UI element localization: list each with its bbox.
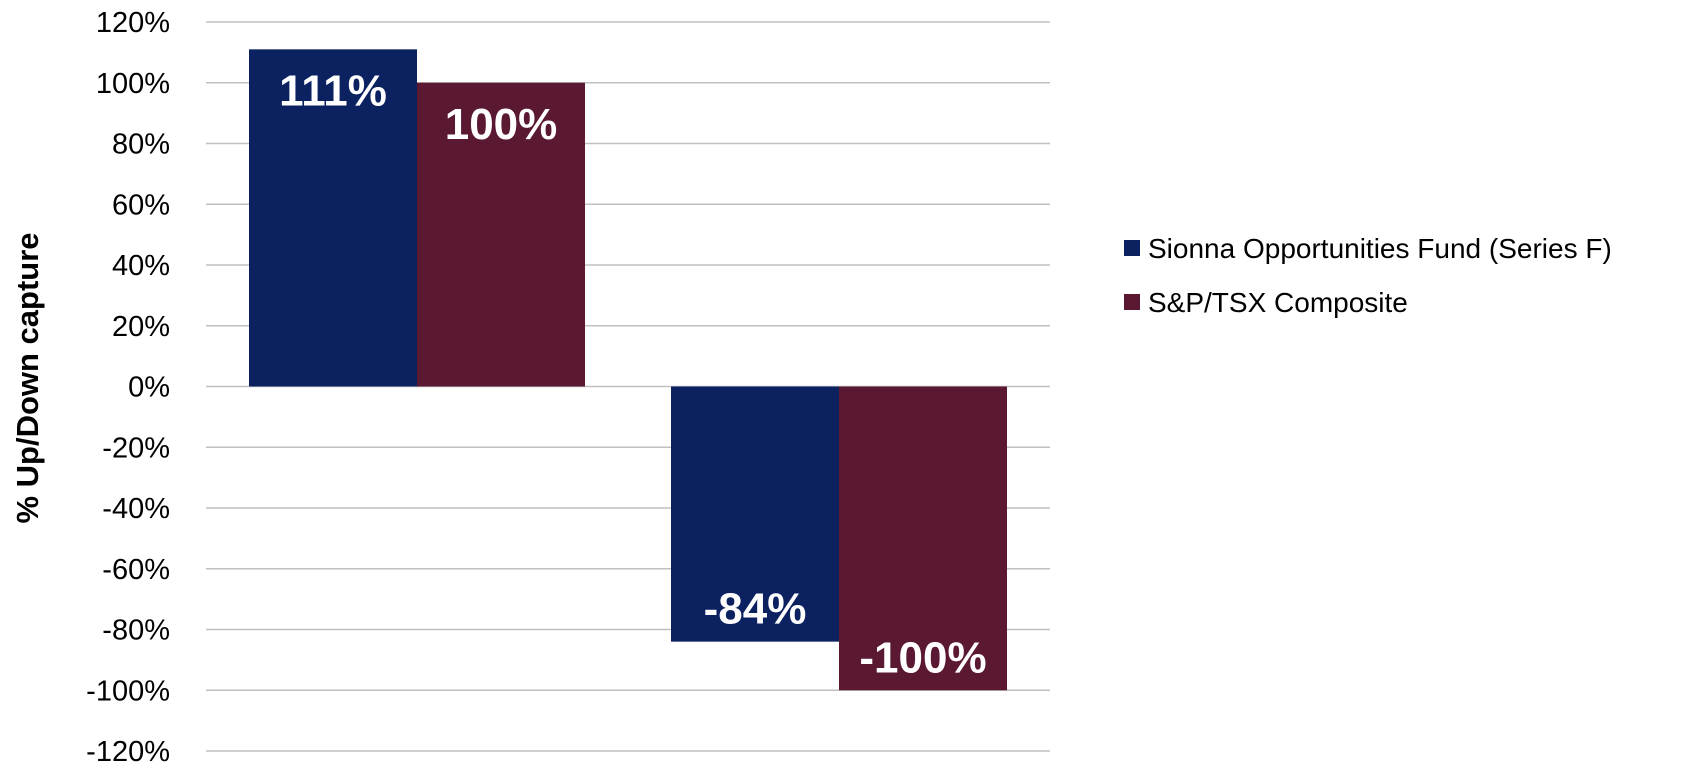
y-tick-label: -100% (86, 675, 170, 707)
legend-item-index: S&P/TSX Composite (1124, 287, 1408, 318)
y-tick-label: -60% (102, 554, 170, 586)
bar-series-1-cat-0 (417, 82, 585, 387)
y-tick-label: 20% (112, 311, 170, 343)
legend-label-fund: Sionna Opportunities Fund (Series F) (1148, 233, 1612, 264)
legend: Sionna Opportunities Fund (Series F) S&P… (1124, 233, 1612, 318)
y-tick-label: -80% (102, 615, 170, 647)
y-tick-label: 0% (128, 372, 170, 404)
bars (249, 49, 1007, 691)
legend-label-index: S&P/TSX Composite (1148, 287, 1408, 318)
data-label-series-1-cat-1: -100% (859, 633, 986, 682)
y-tick-label: -120% (86, 736, 170, 765)
data-label-series-1-cat-0: 100% (445, 100, 558, 149)
bar-series-0-cat-0 (249, 49, 417, 387)
bar-series-0-cat-1 (671, 386, 839, 642)
y-tick-label: 120% (96, 7, 170, 39)
y-tick-label: 80% (112, 129, 170, 161)
y-tick-label: 40% (112, 250, 170, 282)
y-tick-label: -40% (102, 493, 170, 525)
legend-swatch-fund (1124, 240, 1140, 256)
y-tick-label: 60% (112, 189, 170, 221)
bar-series-1-cat-1 (839, 386, 1007, 691)
data-label-series-0-cat-1: -84% (704, 585, 807, 634)
y-axis-label: % Up/Down capture (10, 232, 45, 523)
y-tick-label: 100% (96, 68, 170, 100)
legend-item-fund: Sionna Opportunities Fund (Series F) (1124, 233, 1612, 264)
data-label-series-0-cat-0: 111% (279, 66, 387, 115)
y-axis-ticks: 120% 100% 80% 60% 40% 20% 0% -20% -40% -60% -80% -1… (86, 7, 170, 765)
data-labels: 111% -84% 100% -100% (279, 66, 986, 682)
y-tick-label: -20% (102, 432, 170, 464)
legend-swatch-index (1124, 294, 1140, 310)
